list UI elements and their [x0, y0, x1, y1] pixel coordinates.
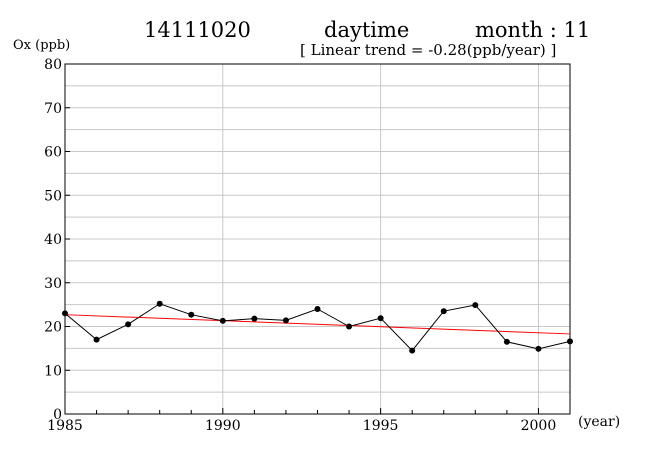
x-tick-label: 2000	[521, 418, 557, 434]
data-point	[251, 315, 258, 322]
data-point	[567, 338, 573, 345]
data-point	[440, 308, 447, 315]
y-tick-label: 60	[44, 145, 62, 161]
data-point	[282, 317, 289, 324]
data-point	[346, 323, 353, 330]
y-tick-label: 0	[53, 407, 62, 423]
x-tick-label: 1990	[205, 418, 241, 434]
x-tick-label: 1985	[47, 418, 83, 434]
data-points	[62, 300, 573, 354]
data-point	[188, 311, 195, 318]
data-point	[409, 347, 416, 354]
data-point	[472, 302, 479, 309]
data-point	[156, 300, 163, 307]
period-label: daytime	[324, 18, 410, 42]
x-tick-label: 1995	[363, 418, 399, 434]
data-point	[219, 317, 226, 324]
y-tick-label: 50	[44, 188, 62, 204]
trend-label: [ Linear trend = -0.28(ppb/year) ]	[300, 41, 557, 59]
data-point	[125, 321, 132, 328]
trend-line	[64, 314, 571, 335]
grid	[65, 64, 570, 414]
data-point	[93, 336, 100, 343]
y-tick-label: 20	[44, 320, 62, 336]
month-label: month : 11	[475, 18, 591, 42]
data-point	[535, 345, 542, 352]
y-tick-label: 80	[44, 57, 62, 73]
tick-labels: 0 10 20 30 40 50 60 70 80 1985 1990 1995 2000	[44, 57, 556, 434]
y-axis-label: Ox (ppb)	[13, 38, 71, 53]
data-point	[377, 315, 384, 322]
y-tick-label: 30	[44, 276, 62, 292]
station-id: 14111020	[144, 18, 251, 42]
y-tick-label: 40	[44, 232, 62, 248]
y-tick-label: 70	[44, 101, 62, 117]
x-axis-unit: (year)	[578, 414, 621, 430]
data-point	[314, 306, 321, 312]
tick-marks	[64, 63, 571, 415]
data-point	[62, 310, 68, 317]
data-point	[503, 338, 510, 345]
y-tick-label: 10	[44, 363, 62, 379]
